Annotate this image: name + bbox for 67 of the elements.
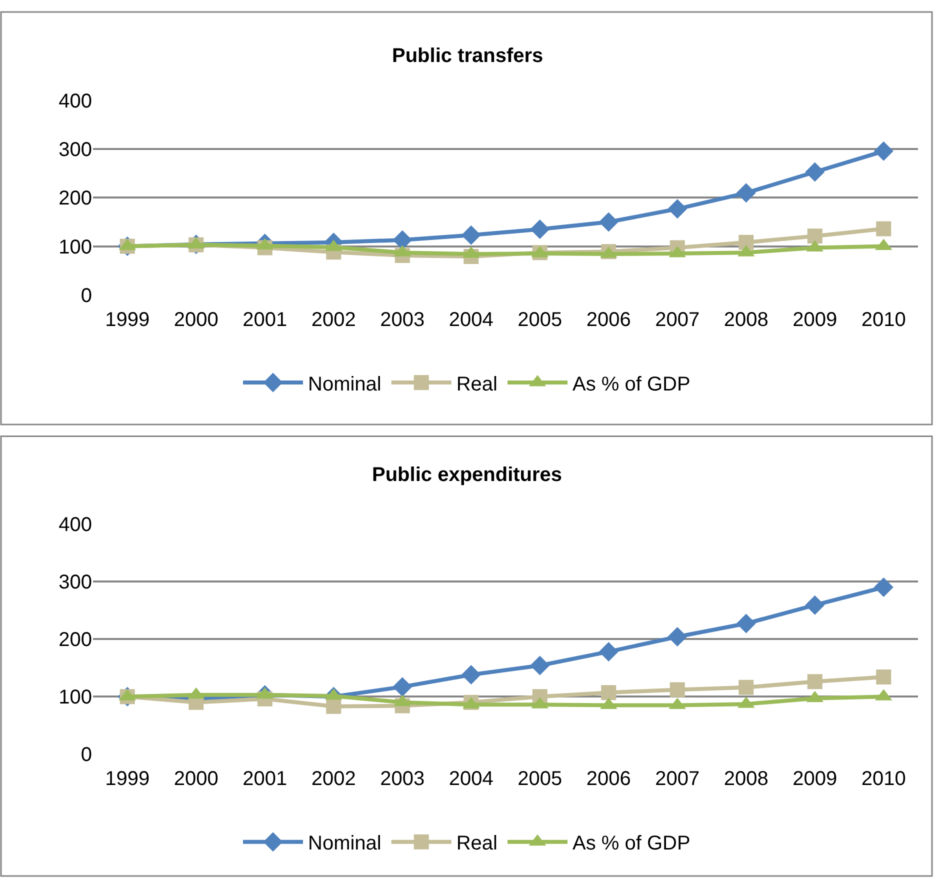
y-tick-label: 100 bbox=[58, 236, 92, 258]
y-tick-label: 400 bbox=[58, 90, 92, 113]
point bbox=[598, 642, 618, 662]
x-tick-label: 2002 bbox=[311, 768, 356, 790]
legend-label: As % of GDP bbox=[572, 373, 690, 396]
x-tick-label: 1999 bbox=[105, 768, 150, 790]
y-tick-label: 0 bbox=[80, 284, 92, 307]
y-tick-label: 0 bbox=[80, 744, 92, 766]
legend-label: Nominal bbox=[308, 373, 382, 396]
point bbox=[807, 674, 822, 690]
point bbox=[392, 230, 412, 250]
x-tick-label: 1999 bbox=[105, 308, 150, 331]
x-tick-label: 2004 bbox=[448, 768, 494, 790]
point bbox=[668, 199, 688, 219]
point bbox=[876, 221, 892, 236]
point bbox=[738, 680, 754, 695]
point bbox=[461, 664, 481, 684]
y-tick-label: 300 bbox=[58, 139, 92, 162]
point bbox=[598, 212, 618, 232]
point bbox=[668, 627, 688, 647]
x-tick-label: 2006 bbox=[586, 768, 631, 790]
x-tick-label: 2008 bbox=[724, 768, 768, 790]
point bbox=[326, 698, 342, 714]
point bbox=[876, 670, 892, 685]
point bbox=[738, 234, 754, 250]
x-tick-label: 2005 bbox=[518, 308, 562, 331]
legend-label: Real bbox=[456, 832, 498, 855]
legend-label: Real bbox=[456, 373, 498, 396]
point bbox=[736, 614, 756, 634]
y-tick-label: 400 bbox=[58, 514, 92, 536]
point bbox=[736, 183, 756, 203]
x-tick-label: 2009 bbox=[792, 768, 838, 790]
x-tick-label: 2003 bbox=[380, 308, 425, 331]
point bbox=[392, 677, 412, 697]
x-tick-label: 2000 bbox=[174, 308, 218, 331]
y-tick-label: 200 bbox=[58, 629, 92, 652]
x-tick-label: 2010 bbox=[861, 768, 906, 790]
x-tick-label: 2007 bbox=[655, 308, 700, 331]
point bbox=[874, 141, 894, 161]
x-tick-label: 2010 bbox=[861, 308, 906, 331]
point bbox=[530, 220, 550, 240]
point bbox=[805, 595, 825, 615]
point bbox=[805, 162, 825, 182]
chart-title: Public transfers bbox=[392, 45, 544, 67]
point bbox=[670, 682, 685, 698]
point bbox=[874, 578, 894, 598]
x-tick-label: 2004 bbox=[448, 308, 494, 331]
x-tick-label: 2007 bbox=[655, 768, 700, 790]
point bbox=[461, 225, 481, 245]
x-tick-label: 2001 bbox=[242, 768, 288, 790]
y-tick-label: 200 bbox=[58, 188, 92, 210]
legend-label: As % of GDP bbox=[572, 832, 690, 855]
chart-title: Public expenditures bbox=[372, 464, 562, 486]
legend-label: Nominal bbox=[308, 832, 382, 855]
x-tick-label: 2001 bbox=[242, 308, 288, 331]
y-tick-label: 300 bbox=[58, 572, 92, 594]
x-tick-label: 2003 bbox=[380, 768, 425, 790]
point bbox=[530, 656, 550, 676]
x-tick-label: 2006 bbox=[586, 308, 631, 331]
x-tick-label: 2009 bbox=[792, 308, 838, 331]
point bbox=[807, 228, 822, 244]
x-tick-label: 2000 bbox=[174, 768, 218, 790]
y-tick-label: 100 bbox=[58, 686, 92, 709]
point bbox=[601, 685, 616, 700]
x-tick-label: 2005 bbox=[518, 768, 562, 790]
x-tick-label: 2002 bbox=[311, 308, 356, 331]
x-tick-label: 2008 bbox=[724, 308, 768, 331]
